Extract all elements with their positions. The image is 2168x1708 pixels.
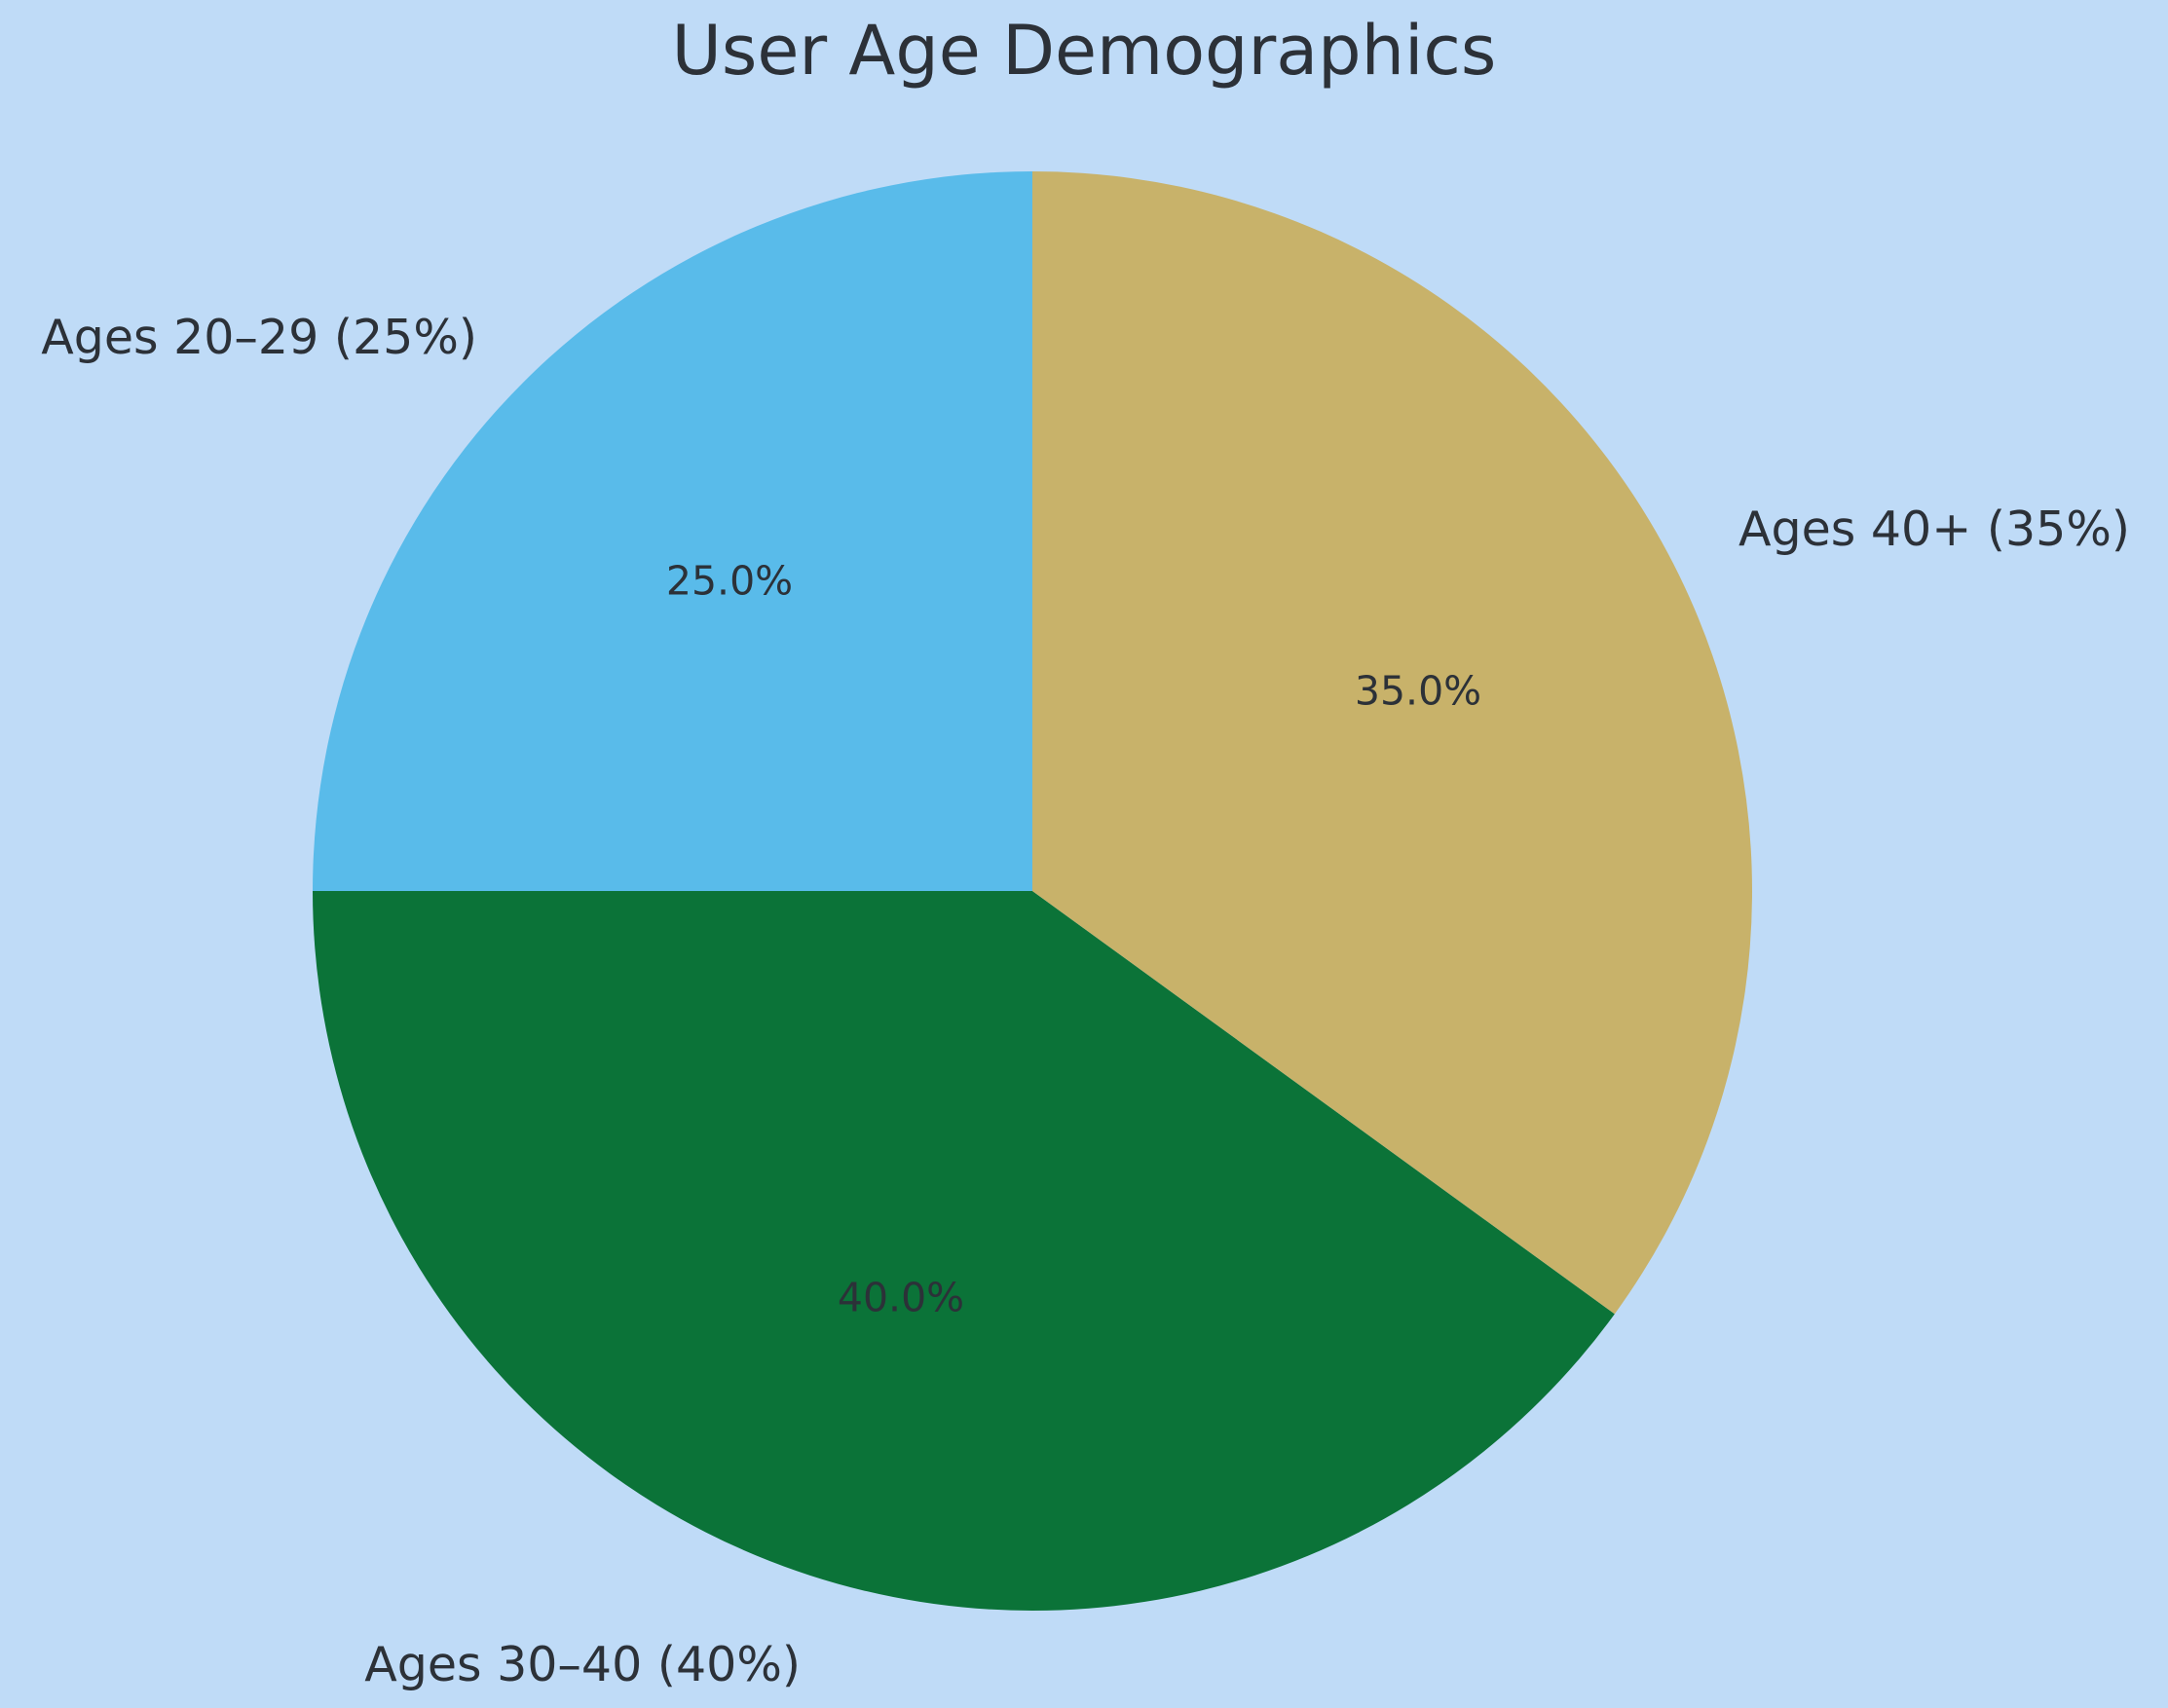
slice-label-ages-20-29: Ages 20–29 (25%) — [41, 310, 477, 365]
pie-slice — [1032, 171, 1752, 1315]
slice-pct-ages-40-plus: 35.0% — [1354, 667, 1482, 715]
pie-slice — [313, 891, 1615, 1611]
slice-label-ages-40-plus: Ages 40+ (35%) — [1738, 501, 2131, 557]
slice-label-ages-30-40: Ages 30–40 (40%) — [364, 1637, 801, 1692]
pie-slice — [313, 171, 1032, 891]
slice-pct-ages-20-29: 25.0% — [665, 557, 794, 605]
chart-title: User Age Demographics — [671, 11, 1497, 91]
slice-pct-ages-30-40: 40.0% — [837, 1274, 965, 1321]
